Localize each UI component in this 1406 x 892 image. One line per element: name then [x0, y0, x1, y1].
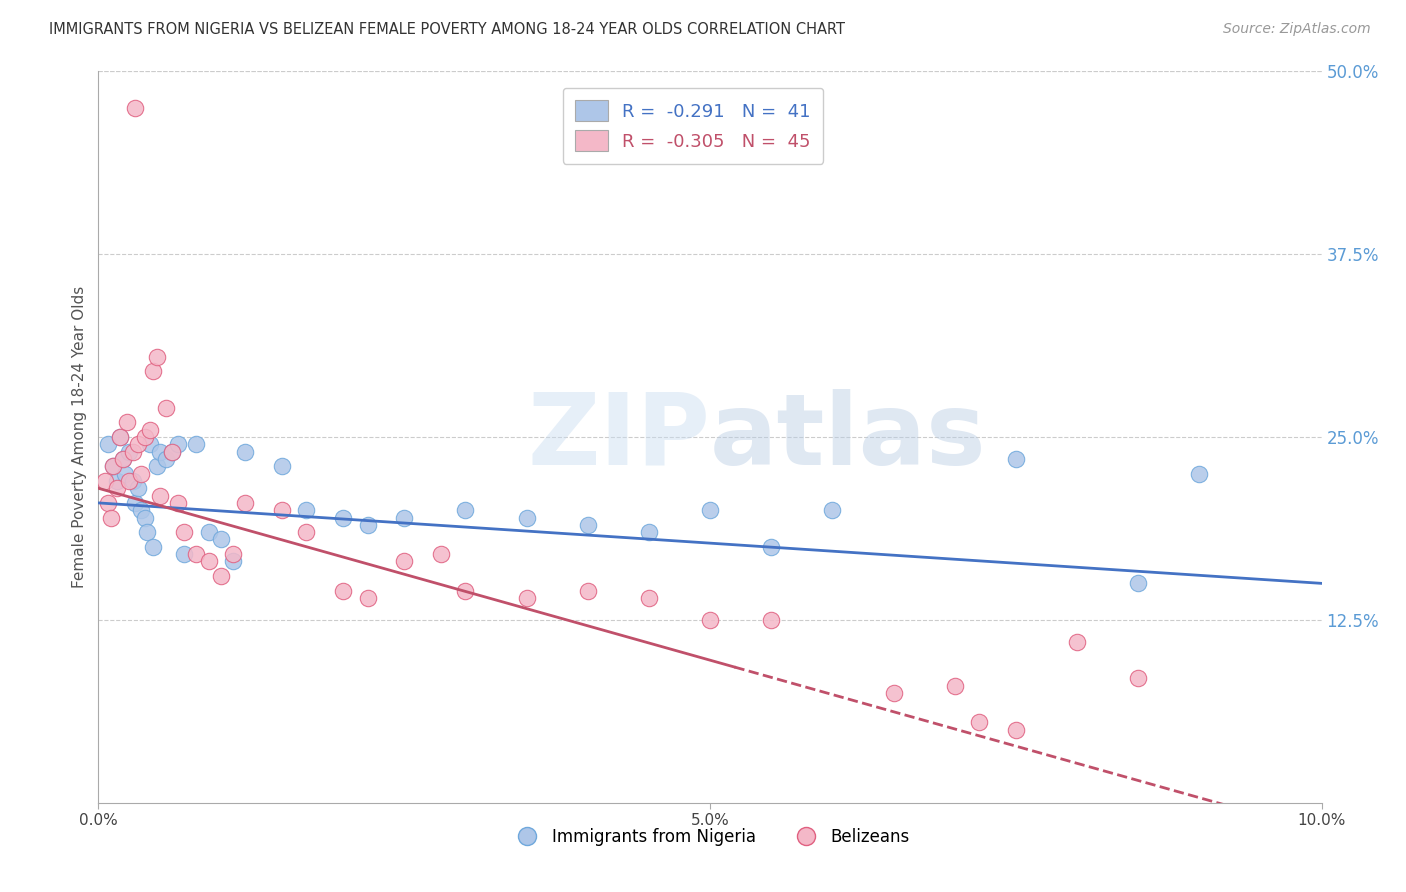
Point	[101, 459, 124, 474]
Point	[576, 583, 599, 598]
Point	[356, 591, 378, 605]
Point	[516, 510, 538, 524]
Point	[129, 503, 152, 517]
Point	[93, 474, 115, 488]
Point	[127, 481, 149, 495]
Point	[430, 547, 453, 561]
Text: atlas: atlas	[710, 389, 987, 485]
Point	[121, 474, 143, 488]
Point	[115, 416, 138, 430]
Point	[127, 437, 149, 451]
Point	[160, 444, 183, 458]
Point	[1128, 576, 1150, 591]
Point	[392, 554, 416, 568]
Point	[110, 430, 132, 444]
Text: IMMIGRANTS FROM NIGERIA VS BELIZEAN FEMALE POVERTY AMONG 18-24 YEAR OLDS CORRELA: IMMIGRANTS FROM NIGERIA VS BELIZEAN FEMA…	[49, 22, 845, 37]
Point	[111, 452, 134, 467]
Point	[142, 364, 165, 378]
Point	[270, 503, 294, 517]
Point	[105, 481, 128, 495]
Point	[111, 452, 134, 467]
Point	[186, 547, 208, 561]
Point	[1066, 635, 1088, 649]
Point	[1004, 723, 1026, 737]
Point	[118, 474, 141, 488]
Point	[149, 444, 172, 458]
Point	[209, 569, 232, 583]
Point	[209, 533, 232, 547]
Legend: Immigrants from Nigeria, Belizeans: Immigrants from Nigeria, Belizeans	[503, 822, 917, 853]
Point	[1004, 452, 1026, 467]
Point	[101, 459, 124, 474]
Point	[149, 489, 172, 503]
Point	[270, 459, 294, 474]
Point	[173, 547, 195, 561]
Text: ZIP: ZIP	[527, 389, 710, 485]
Point	[105, 474, 128, 488]
Point	[124, 496, 146, 510]
Point	[222, 547, 245, 561]
Point	[155, 452, 177, 467]
Point	[761, 540, 783, 554]
Point	[139, 423, 162, 437]
Point	[97, 496, 120, 510]
Point	[637, 591, 661, 605]
Point	[197, 554, 219, 568]
Point	[129, 467, 152, 481]
Point	[295, 503, 318, 517]
Point	[146, 350, 169, 364]
Point	[699, 613, 721, 627]
Point	[1128, 672, 1150, 686]
Point	[454, 503, 477, 517]
Point	[821, 503, 844, 517]
Point	[146, 459, 169, 474]
Y-axis label: Female Poverty Among 18-24 Year Olds: Female Poverty Among 18-24 Year Olds	[72, 286, 87, 588]
Point	[124, 101, 146, 115]
Point	[637, 525, 661, 540]
Point	[222, 554, 245, 568]
Point	[155, 401, 177, 415]
Point	[186, 437, 208, 451]
Point	[121, 444, 143, 458]
Point	[761, 613, 783, 627]
Text: Source: ZipAtlas.com: Source: ZipAtlas.com	[1223, 22, 1371, 37]
Point	[136, 525, 159, 540]
Point	[134, 430, 156, 444]
Point	[943, 679, 966, 693]
Point	[160, 444, 183, 458]
Point	[167, 437, 190, 451]
Point	[114, 467, 136, 481]
Point	[233, 444, 256, 458]
Point	[134, 510, 156, 524]
Point	[883, 686, 905, 700]
Point	[110, 430, 132, 444]
Point	[356, 517, 378, 532]
Point	[454, 583, 477, 598]
Point	[392, 510, 416, 524]
Point	[100, 510, 122, 524]
Point	[197, 525, 219, 540]
Point	[167, 496, 190, 510]
Point	[967, 715, 990, 730]
Point	[295, 525, 318, 540]
Point	[142, 540, 165, 554]
Point	[97, 437, 120, 451]
Point	[233, 496, 256, 510]
Point	[516, 591, 538, 605]
Point	[576, 517, 599, 532]
Point	[699, 503, 721, 517]
Point	[1188, 467, 1211, 481]
Point	[139, 437, 162, 451]
Point	[118, 444, 141, 458]
Point	[332, 510, 354, 524]
Point	[332, 583, 354, 598]
Point	[173, 525, 195, 540]
